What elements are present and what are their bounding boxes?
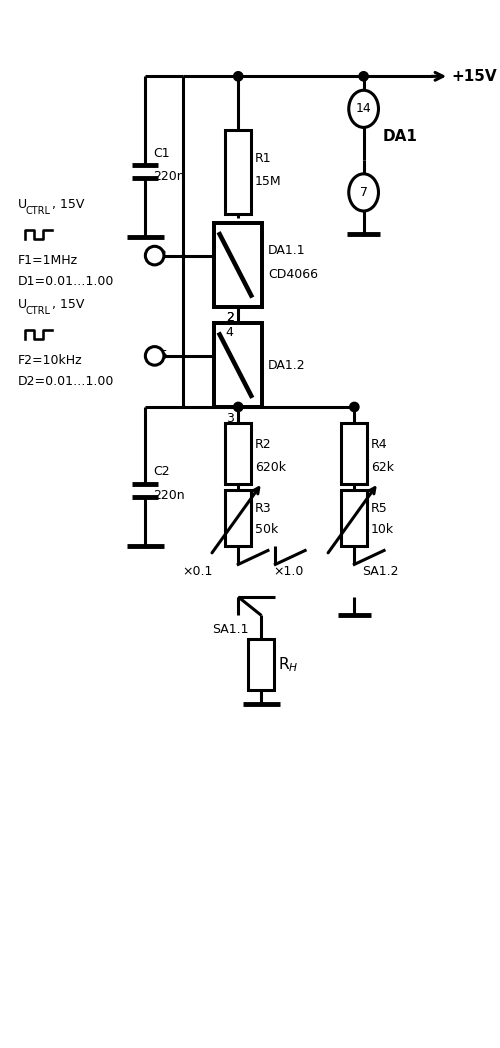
Text: , 15V: , 15V: [52, 198, 85, 211]
Text: SA1.1: SA1.1: [212, 623, 248, 636]
Text: 5: 5: [160, 349, 168, 363]
Text: +15V: +15V: [452, 69, 498, 84]
Circle shape: [359, 71, 368, 81]
Circle shape: [350, 402, 359, 412]
Text: DA1: DA1: [382, 129, 417, 145]
Circle shape: [146, 347, 164, 365]
Bar: [225, 423, 251, 483]
Text: 50k: 50k: [255, 523, 278, 536]
Text: 220n: 220n: [153, 488, 184, 502]
Text: 3: 3: [226, 412, 234, 424]
Text: 2: 2: [226, 311, 234, 324]
Bar: [248, 638, 274, 690]
Text: D1=0.01…1.00: D1=0.01…1.00: [18, 275, 114, 288]
Text: SA1.2: SA1.2: [362, 565, 399, 578]
Text: R3: R3: [255, 502, 272, 516]
Bar: [342, 423, 367, 483]
Text: C1: C1: [153, 147, 170, 160]
Text: R2: R2: [255, 438, 272, 451]
Text: D2=0.01…1.00: D2=0.01…1.00: [18, 375, 114, 389]
Text: U: U: [18, 299, 27, 311]
Text: R$_H$: R$_H$: [278, 655, 298, 674]
Ellipse shape: [349, 174, 378, 211]
Text: ×1.0: ×1.0: [274, 565, 304, 578]
Text: 220n: 220n: [153, 170, 184, 183]
Text: 620k: 620k: [255, 461, 286, 474]
Text: DA1.1: DA1.1: [268, 244, 306, 258]
Text: 10k: 10k: [371, 523, 394, 536]
Text: R4: R4: [371, 438, 388, 451]
Text: CD4066: CD4066: [268, 267, 318, 281]
Bar: [342, 490, 367, 546]
Ellipse shape: [349, 90, 378, 128]
Bar: [214, 324, 262, 407]
Text: F2=10kHz: F2=10kHz: [18, 354, 82, 367]
Circle shape: [234, 402, 243, 412]
Bar: [225, 130, 251, 214]
Text: F1=1MHz: F1=1MHz: [18, 254, 78, 267]
Text: 62k: 62k: [371, 461, 394, 474]
Bar: [225, 490, 251, 546]
Text: 15M: 15M: [255, 175, 281, 188]
Text: 13: 13: [152, 249, 168, 262]
Text: 2: 2: [226, 311, 234, 324]
Circle shape: [234, 71, 243, 81]
Text: R1: R1: [255, 152, 272, 165]
Text: CTRL: CTRL: [26, 306, 50, 316]
Circle shape: [146, 246, 164, 265]
Text: C2: C2: [153, 465, 170, 479]
Text: 14: 14: [356, 103, 372, 115]
Text: R5: R5: [371, 502, 388, 516]
Text: ×0.1: ×0.1: [182, 565, 213, 578]
Text: DA1.2: DA1.2: [268, 358, 306, 372]
Text: 7: 7: [360, 185, 368, 199]
Text: CTRL: CTRL: [26, 206, 50, 216]
Text: 4: 4: [226, 326, 234, 340]
Bar: [214, 223, 262, 307]
Text: 1: 1: [226, 223, 234, 236]
Text: , 15V: , 15V: [52, 299, 85, 311]
Text: U: U: [18, 198, 27, 211]
